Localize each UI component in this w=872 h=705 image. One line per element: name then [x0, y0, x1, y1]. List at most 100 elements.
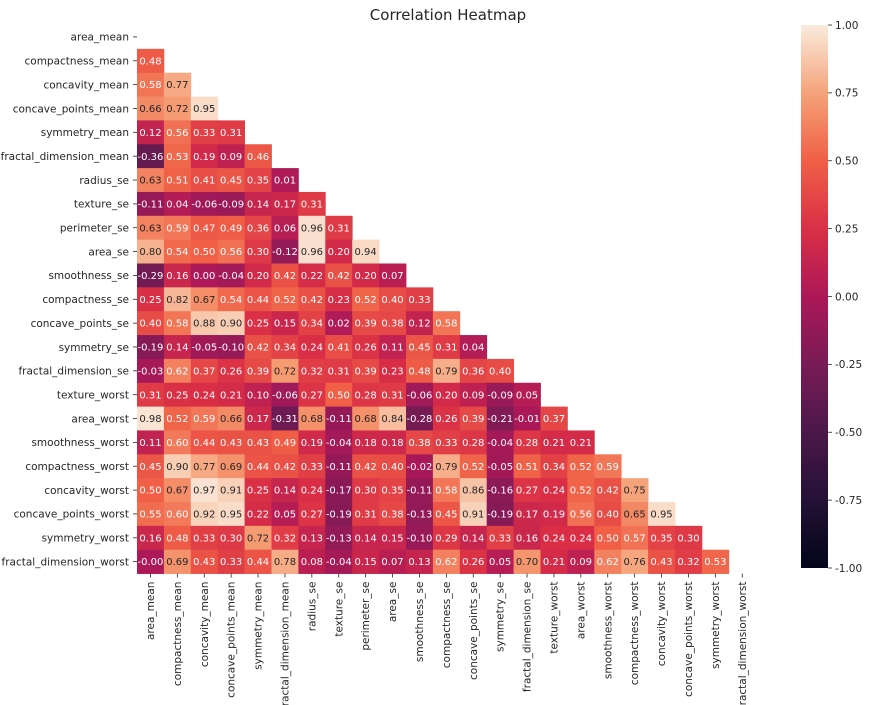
- x-tick-label: concavity_worst: [656, 582, 668, 667]
- cell-value-label: 0.13: [301, 533, 323, 544]
- cell-value-label: 0.96: [301, 247, 323, 258]
- heatmap-cell: [379, 311, 407, 336]
- cell-value-label: -0.10: [407, 533, 433, 544]
- heatmap-cell: [406, 382, 434, 407]
- cell-value-label: 0.33: [435, 438, 457, 449]
- heatmap-cell: [540, 549, 568, 574]
- cell-value-label: 0.27: [516, 486, 538, 497]
- cell-value-label: 0.17: [247, 414, 269, 425]
- heatmap-cell: [137, 144, 165, 169]
- heatmap-cell: [163, 120, 192, 145]
- x-tick-label: fractal_dimension_se: [522, 582, 534, 693]
- heatmap-cell: [406, 358, 434, 384]
- cell-value-label: 0.30: [677, 533, 699, 544]
- heatmap-cell: [432, 335, 461, 360]
- heatmap-cell: [244, 215, 272, 241]
- cell-value-label: 0.54: [220, 295, 242, 306]
- cell-value-label: 0.50: [139, 486, 161, 497]
- heatmap-cell: [486, 454, 514, 479]
- x-tick-label: concave_points_mean: [226, 582, 238, 698]
- y-tick-label: area_worst: [71, 413, 129, 425]
- cell-value-label: 0.95: [650, 510, 672, 521]
- cell-value-label: 0.52: [166, 414, 188, 425]
- cell-value-label: 0.62: [435, 557, 457, 568]
- heatmap-cell: [621, 478, 649, 503]
- cell-value-label: 0.09: [462, 390, 484, 401]
- cell-value-label: 0.45: [408, 343, 430, 354]
- cell-value-label: 0.37: [193, 366, 215, 377]
- heatmap-cell: [163, 430, 192, 455]
- cell-value-label: 0.30: [355, 486, 377, 497]
- heatmap-cell: [190, 311, 219, 336]
- heatmap-cell: [648, 525, 676, 551]
- heatmap-cell: [406, 287, 434, 312]
- heatmap-cell: [137, 239, 165, 264]
- colorbar-tick-label: 0.00: [835, 291, 858, 303]
- cell-value-label: 0.26: [220, 366, 242, 377]
- heatmap-cell: [540, 502, 568, 527]
- cell-value-label: -0.06: [272, 390, 298, 401]
- heatmap-cell: [137, 549, 165, 574]
- heatmap-cell: [137, 48, 165, 74]
- heatmap-cells: 0.48 0.58 0.77 0.66 0.72 0.95 0.12 0.56 0.33 0.31…: [137, 48, 730, 574]
- heatmap-cell: [271, 478, 299, 503]
- x-tick-label: radius_se: [306, 582, 318, 632]
- cell-value-label: 0.75: [624, 486, 646, 497]
- heatmap-cell: [459, 502, 488, 527]
- cell-value-label: 0.42: [301, 295, 323, 306]
- heatmap-cell: [190, 430, 219, 455]
- heatmap-cell: [163, 168, 192, 193]
- cell-value-label: -0.17: [326, 486, 352, 497]
- cell-value-label: 0.04: [462, 343, 484, 354]
- cell-value-label: 0.18: [381, 438, 403, 449]
- heatmap-cell: [244, 335, 272, 360]
- cell-value-label: 0.50: [193, 247, 215, 258]
- cell-value-label: 0.84: [381, 414, 403, 425]
- cell-value-label: 0.34: [274, 343, 296, 354]
- cell-value-label: 0.48: [408, 366, 430, 377]
- heatmap-cell: [298, 215, 326, 241]
- heatmap-cell: [163, 549, 192, 574]
- heatmap-cell: [163, 502, 192, 527]
- heatmap-cell: [540, 525, 568, 551]
- heatmap-cell: [567, 430, 595, 455]
- cell-value-label: 0.30: [220, 533, 242, 544]
- heatmap-cell: [621, 502, 649, 527]
- x-tick-label: texture_se: [333, 582, 345, 637]
- cell-value-label: 0.38: [381, 319, 403, 330]
- heatmap-cell: [325, 454, 353, 479]
- cell-value-label: 0.78: [274, 557, 296, 568]
- heatmap-cell: [379, 335, 407, 360]
- cell-value-label: 0.72: [166, 104, 188, 115]
- cell-value-label: 0.32: [301, 366, 323, 377]
- cell-value-label: 0.56: [166, 128, 188, 139]
- heatmap-cell: [352, 239, 380, 264]
- colorbar-tick-label: 1.00: [835, 20, 858, 32]
- cell-value-label: 0.11: [139, 438, 161, 449]
- x-tick-label: compactness_mean: [172, 582, 184, 687]
- cell-value-label: 0.86: [462, 486, 484, 497]
- cell-value-label: -0.02: [407, 462, 433, 473]
- heatmap-cell: [244, 311, 272, 336]
- cell-value-label: -0.06: [407, 390, 433, 401]
- cell-value-label: 0.95: [193, 104, 215, 115]
- cell-value-label: -0.29: [138, 271, 164, 282]
- x-tick-label: area_se: [387, 582, 399, 623]
- cell-value-label: 0.69: [220, 462, 242, 473]
- cell-value-label: 0.44: [247, 295, 269, 306]
- cell-value-label: 0.53: [704, 557, 726, 568]
- heatmap-cell: [379, 406, 407, 431]
- cell-value-label: 0.49: [220, 223, 242, 234]
- cell-value-label: 0.62: [166, 366, 188, 377]
- cell-value-label: 0.20: [247, 271, 269, 282]
- heatmap-cell: [352, 454, 380, 479]
- cell-value-label: 0.32: [274, 533, 296, 544]
- y-tick-label: texture_worst: [57, 389, 129, 401]
- cell-value-label: -0.11: [326, 414, 352, 425]
- heatmap-cell: [352, 430, 380, 455]
- heatmap-cell: [486, 525, 514, 551]
- cell-value-label: 0.41: [328, 343, 350, 354]
- heatmap-cell: [513, 454, 541, 479]
- heatmap-cell: [217, 502, 245, 527]
- cell-value-label: 0.20: [355, 271, 377, 282]
